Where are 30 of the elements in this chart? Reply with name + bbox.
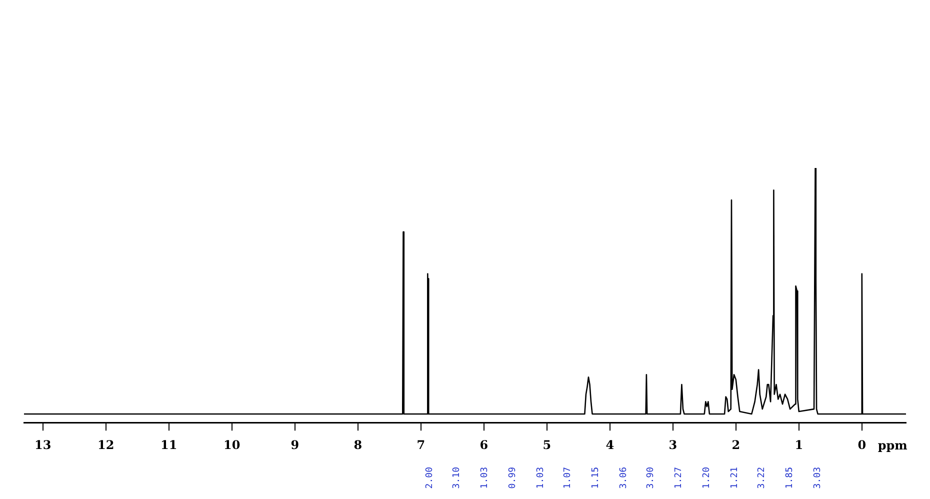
text: 1.20 bbox=[700, 466, 713, 488]
x-tick-label: 9 bbox=[290, 438, 300, 452]
x-axis-title: ppm bbox=[878, 438, 908, 453]
x-tick-label: 2 bbox=[732, 438, 740, 452]
x-tick-label: 12 bbox=[98, 438, 114, 452]
text: 1.15 bbox=[590, 466, 602, 488]
text: 1.03 bbox=[479, 466, 492, 488]
x-tick-label: 4 bbox=[606, 438, 614, 452]
text: 0.99 bbox=[506, 466, 519, 488]
text: 1.03 bbox=[534, 466, 547, 488]
x-tick-label: 5 bbox=[542, 438, 552, 452]
x-tick-label: 1 bbox=[794, 438, 804, 452]
x-tick-label: 3 bbox=[668, 438, 678, 452]
x-tick-label: 7 bbox=[416, 438, 426, 452]
text: 3.22 bbox=[756, 466, 768, 488]
x-tick-label: 6 bbox=[480, 438, 488, 452]
text: 3.03 bbox=[812, 466, 824, 488]
x-tick-label: 13 bbox=[34, 438, 52, 452]
text: 3.10 bbox=[451, 466, 464, 488]
text: 1.07 bbox=[562, 466, 574, 488]
text: 1.21 bbox=[728, 466, 741, 488]
text: 3.90 bbox=[645, 466, 658, 488]
text: 3.06 bbox=[618, 466, 630, 488]
text: 1.85 bbox=[784, 466, 796, 488]
x-tick-label: 10 bbox=[224, 438, 240, 452]
text: 1.27 bbox=[673, 466, 686, 488]
x-tick-label: 8 bbox=[354, 438, 362, 452]
x-tick-label: 0 bbox=[858, 438, 866, 452]
text: 2.00 bbox=[424, 466, 436, 488]
x-tick-label: 11 bbox=[160, 438, 178, 452]
